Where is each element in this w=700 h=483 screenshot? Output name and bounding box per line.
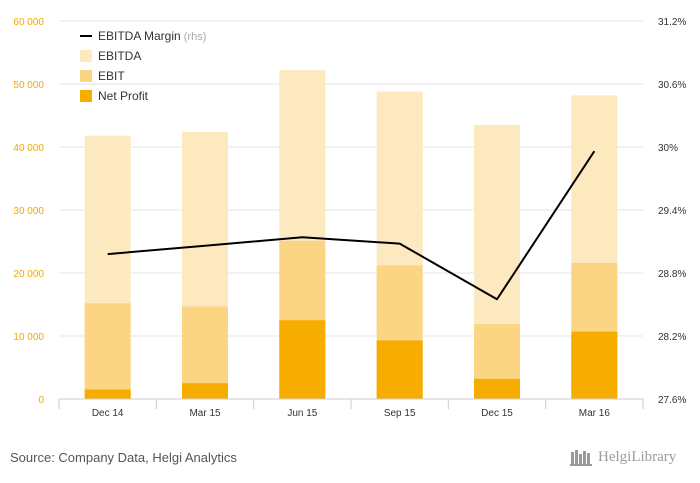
x-tick-label: Mar 15 <box>189 408 221 419</box>
y-left-tick-label: 0 <box>38 395 44 406</box>
y-right-tick-label: 28.8% <box>658 269 686 280</box>
legend: EBITDA Margin (rhs) EBITDA EBIT Net Profit <box>80 29 206 103</box>
gridlines <box>59 20 643 337</box>
y-left-tick-label: 10 000 <box>13 332 44 343</box>
legend-label: EBITDA <box>98 49 141 63</box>
legend-item-ebitda-margin: EBITDA Margin (rhs) <box>80 29 206 43</box>
y-left-tick-label: 60 000 <box>13 17 44 28</box>
y-right-tick-label: 29.4% <box>658 206 686 217</box>
y-right-tick-label: 28.2% <box>658 332 686 343</box>
legend-item-ebit: EBIT <box>80 69 125 83</box>
brand-logo[interactable]: HelgiLibrary <box>570 448 676 466</box>
chart: 0 27.6% 10 000 28.2% 20 000 28.8% 30 000 29.4% 4… <box>13 17 686 419</box>
legend-label: EBIT <box>98 69 125 83</box>
bar-net-profit <box>279 320 326 399</box>
y-left-tick-label: 40 000 <box>13 143 44 154</box>
y-left-tick-label: 50 000 <box>13 80 44 91</box>
legend-item-ebitda: EBITDA <box>80 49 141 63</box>
legend-box-swatch <box>80 70 92 82</box>
y-right-tick-label: 30% <box>658 143 678 154</box>
x-tick-label: Mar 16 <box>579 408 611 419</box>
bar-net-profit <box>571 331 618 399</box>
bar-net-profit <box>182 383 228 399</box>
bar-net-profit <box>474 378 520 399</box>
bars <box>84 70 618 399</box>
bar-net-profit <box>376 340 423 399</box>
legend-label-suffix: (rhs) <box>181 31 207 43</box>
source-note: Source: Company Data, Helgi Analytics <box>10 450 237 465</box>
y-left-tick-label: 30 000 <box>13 206 44 217</box>
legend-box-swatch <box>80 90 92 102</box>
axes: 0 27.6% 10 000 28.2% 20 000 28.8% 30 000 29.4% 4… <box>13 17 686 419</box>
x-tick-label: Dec 15 <box>481 408 513 419</box>
y-right-tick-label: 30.6% <box>658 80 686 91</box>
y-right-tick-label: 31.2% <box>658 17 686 28</box>
x-tick-label: Sep 15 <box>384 408 416 419</box>
y-right-tick-label: 27.6% <box>658 395 686 406</box>
legend-box-swatch <box>80 50 92 62</box>
x-tick-label: Dec 14 <box>92 408 124 419</box>
legend-label: Net Profit <box>98 89 149 103</box>
bar-net-profit <box>84 389 131 399</box>
library-icon <box>570 450 592 466</box>
y-left-tick-label: 20 000 <box>13 269 44 280</box>
brand-name: HelgiLibrary <box>598 448 677 465</box>
margin-line <box>107 150 596 301</box>
series-line-ebitda-margin <box>107 150 596 301</box>
bar-ebit <box>84 303 131 399</box>
legend-item-net-profit: Net Profit <box>80 89 149 103</box>
x-tick-label: Jun 15 <box>287 408 317 419</box>
legend-label: EBITDA Margin (rhs) <box>98 29 206 43</box>
